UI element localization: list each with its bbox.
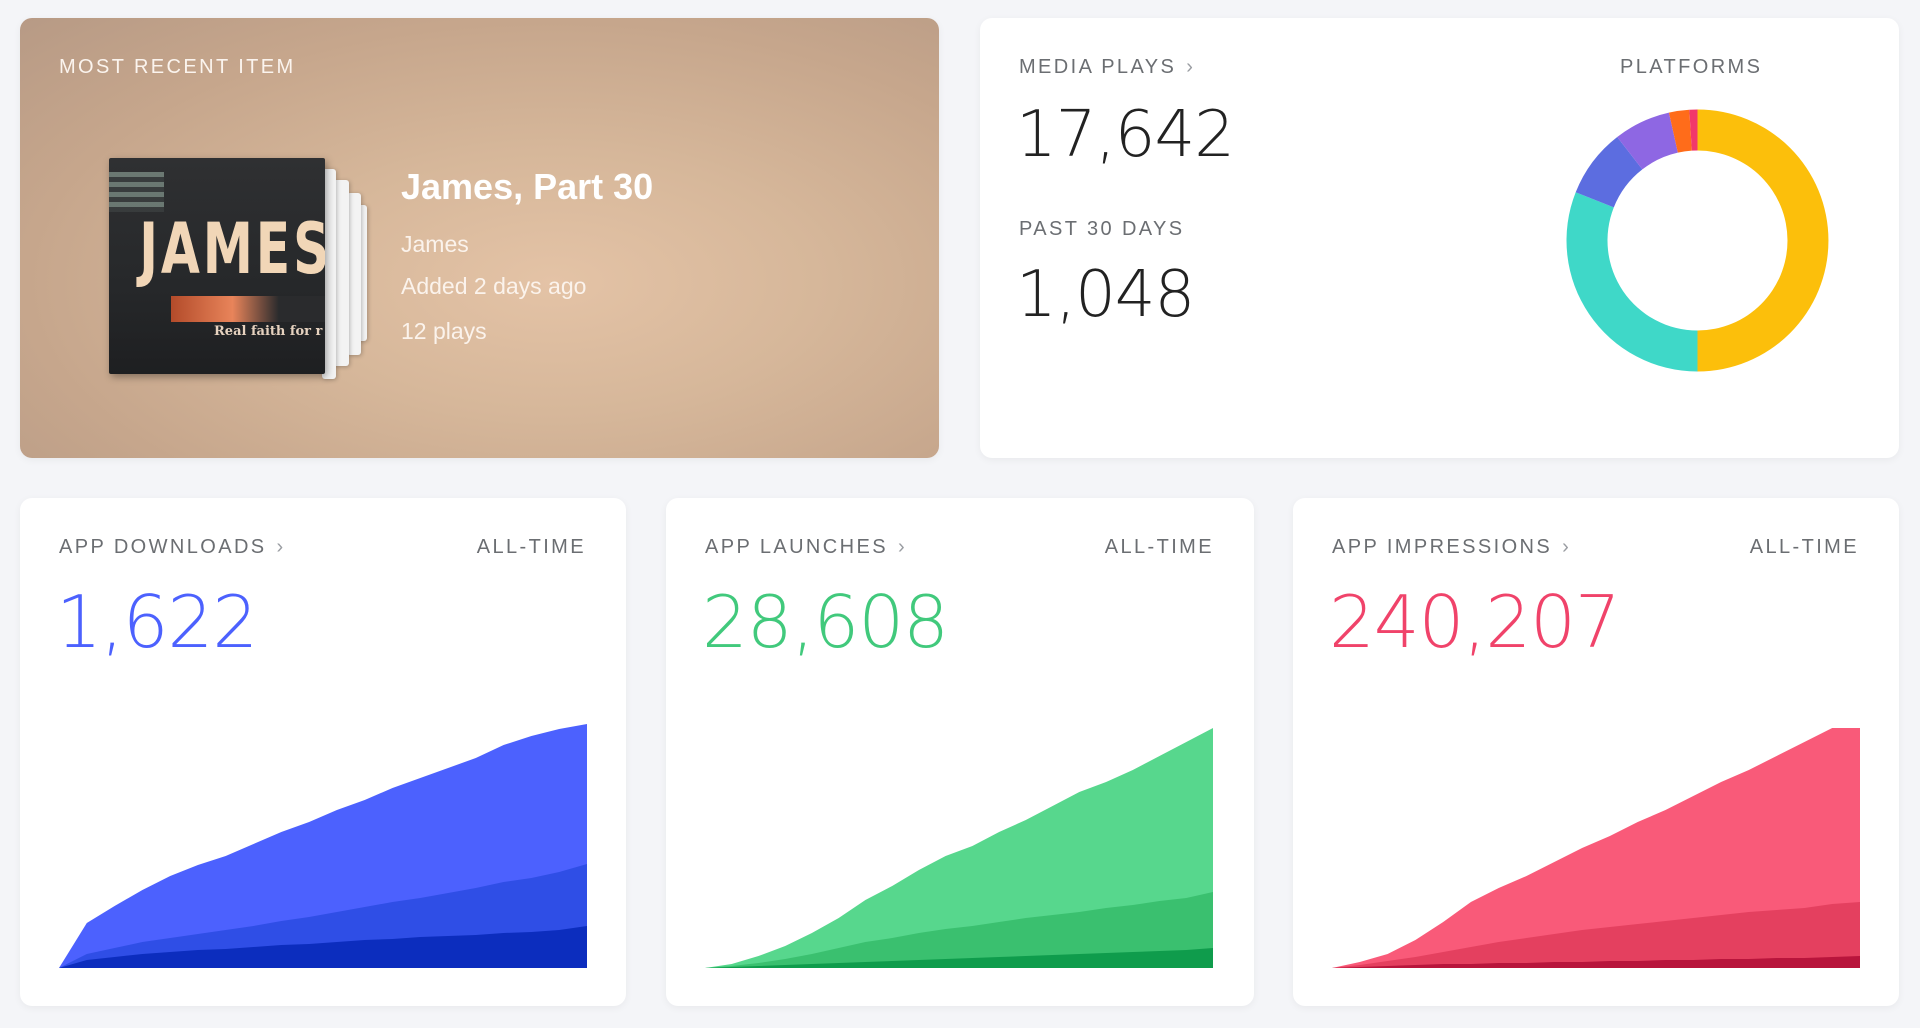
stack-sheet [357, 205, 367, 341]
cover-art-band [171, 296, 325, 322]
chevron-right-icon: › [1562, 536, 1572, 558]
app-downloads-area-chart[interactable] [59, 674, 587, 968]
chevron-right-icon: › [276, 536, 286, 558]
app-impressions-value: 240,207 [1329, 580, 1621, 664]
chevron-right-icon: › [1186, 56, 1196, 78]
item-added-date: Added 2 days ago [401, 273, 587, 299]
media-plays-link[interactable]: MEDIA PLAYS › [1019, 56, 1195, 79]
platforms-donut-chart[interactable] [1560, 103, 1835, 378]
area-series-2 [705, 948, 1213, 968]
app-launches-card: APP LAUNCHES › ALL-TIME 28,608 [666, 498, 1254, 1006]
platforms-label: PLATFORMS [1620, 56, 1763, 78]
app-impressions-link[interactable]: APP IMPRESSIONS › [1332, 536, 1571, 559]
donut-slice[interactable] [1617, 112, 1678, 170]
past-30-days-label: PAST 30 DAYS [1019, 218, 1185, 240]
donut-slice[interactable] [1697, 109, 1829, 372]
app-launches-area-chart[interactable] [705, 674, 1213, 968]
area-series-2 [59, 926, 587, 968]
cover-tagline: Real faith for r [214, 324, 323, 339]
item-title[interactable]: James, Part 30 [401, 166, 654, 207]
area-series-1 [1332, 902, 1860, 968]
media-plays-card: MEDIA PLAYS › 17,642 PAST 30 DAYS 1,048 P… [980, 18, 1899, 458]
app-impressions-range: ALL-TIME [1749, 536, 1859, 558]
app-impressions-card: APP IMPRESSIONS › ALL-TIME 240,207 [1293, 498, 1899, 1006]
app-impressions-label: APP IMPRESSIONS [1332, 536, 1553, 558]
chevron-right-icon: › [897, 536, 907, 558]
area-series-0 [1332, 728, 1860, 968]
donut-slice[interactable] [1668, 109, 1692, 153]
stack-sheet [347, 193, 361, 355]
media-plays-label: MEDIA PLAYS [1019, 56, 1177, 78]
album-cover-image[interactable]: JAMES Real faith for r [109, 158, 325, 374]
app-downloads-label: APP DOWNLOADS [59, 536, 267, 558]
app-downloads-range: ALL-TIME [476, 536, 586, 558]
area-series-1 [705, 892, 1213, 968]
app-launches-label: APP LAUNCHES [705, 536, 888, 558]
app-impressions-area-chart[interactable] [1332, 674, 1860, 968]
stack-sheet [333, 180, 349, 366]
past-30-days-value: 1,048 [1016, 258, 1195, 332]
stack-sheet [322, 169, 336, 379]
area-series-0 [705, 728, 1213, 968]
media-plays-total: 17,642 [1016, 98, 1235, 172]
donut-slice[interactable] [1689, 109, 1698, 151]
area-series-2 [1332, 956, 1860, 968]
cover-title-art: JAMES [139, 208, 325, 290]
donut-slice[interactable] [1575, 136, 1643, 208]
app-launches-range: ALL-TIME [1104, 536, 1214, 558]
app-downloads-value: 1,622 [56, 580, 258, 664]
donut-slice[interactable] [1566, 192, 1698, 372]
app-launches-value: 28,608 [702, 580, 949, 664]
app-downloads-link[interactable]: APP DOWNLOADS › [59, 536, 286, 559]
cover-art-stripes [109, 172, 164, 212]
most-recent-item-label: MOST RECENT ITEM [59, 56, 296, 78]
app-downloads-card: APP DOWNLOADS › ALL-TIME 1,622 [20, 498, 626, 1006]
item-play-count: 12 plays [401, 318, 487, 344]
most-recent-item-card[interactable]: MOST RECENT ITEM JAMES Real faith for r … [20, 18, 939, 458]
item-series: James [401, 231, 469, 257]
app-launches-link[interactable]: APP LAUNCHES › [705, 536, 907, 559]
